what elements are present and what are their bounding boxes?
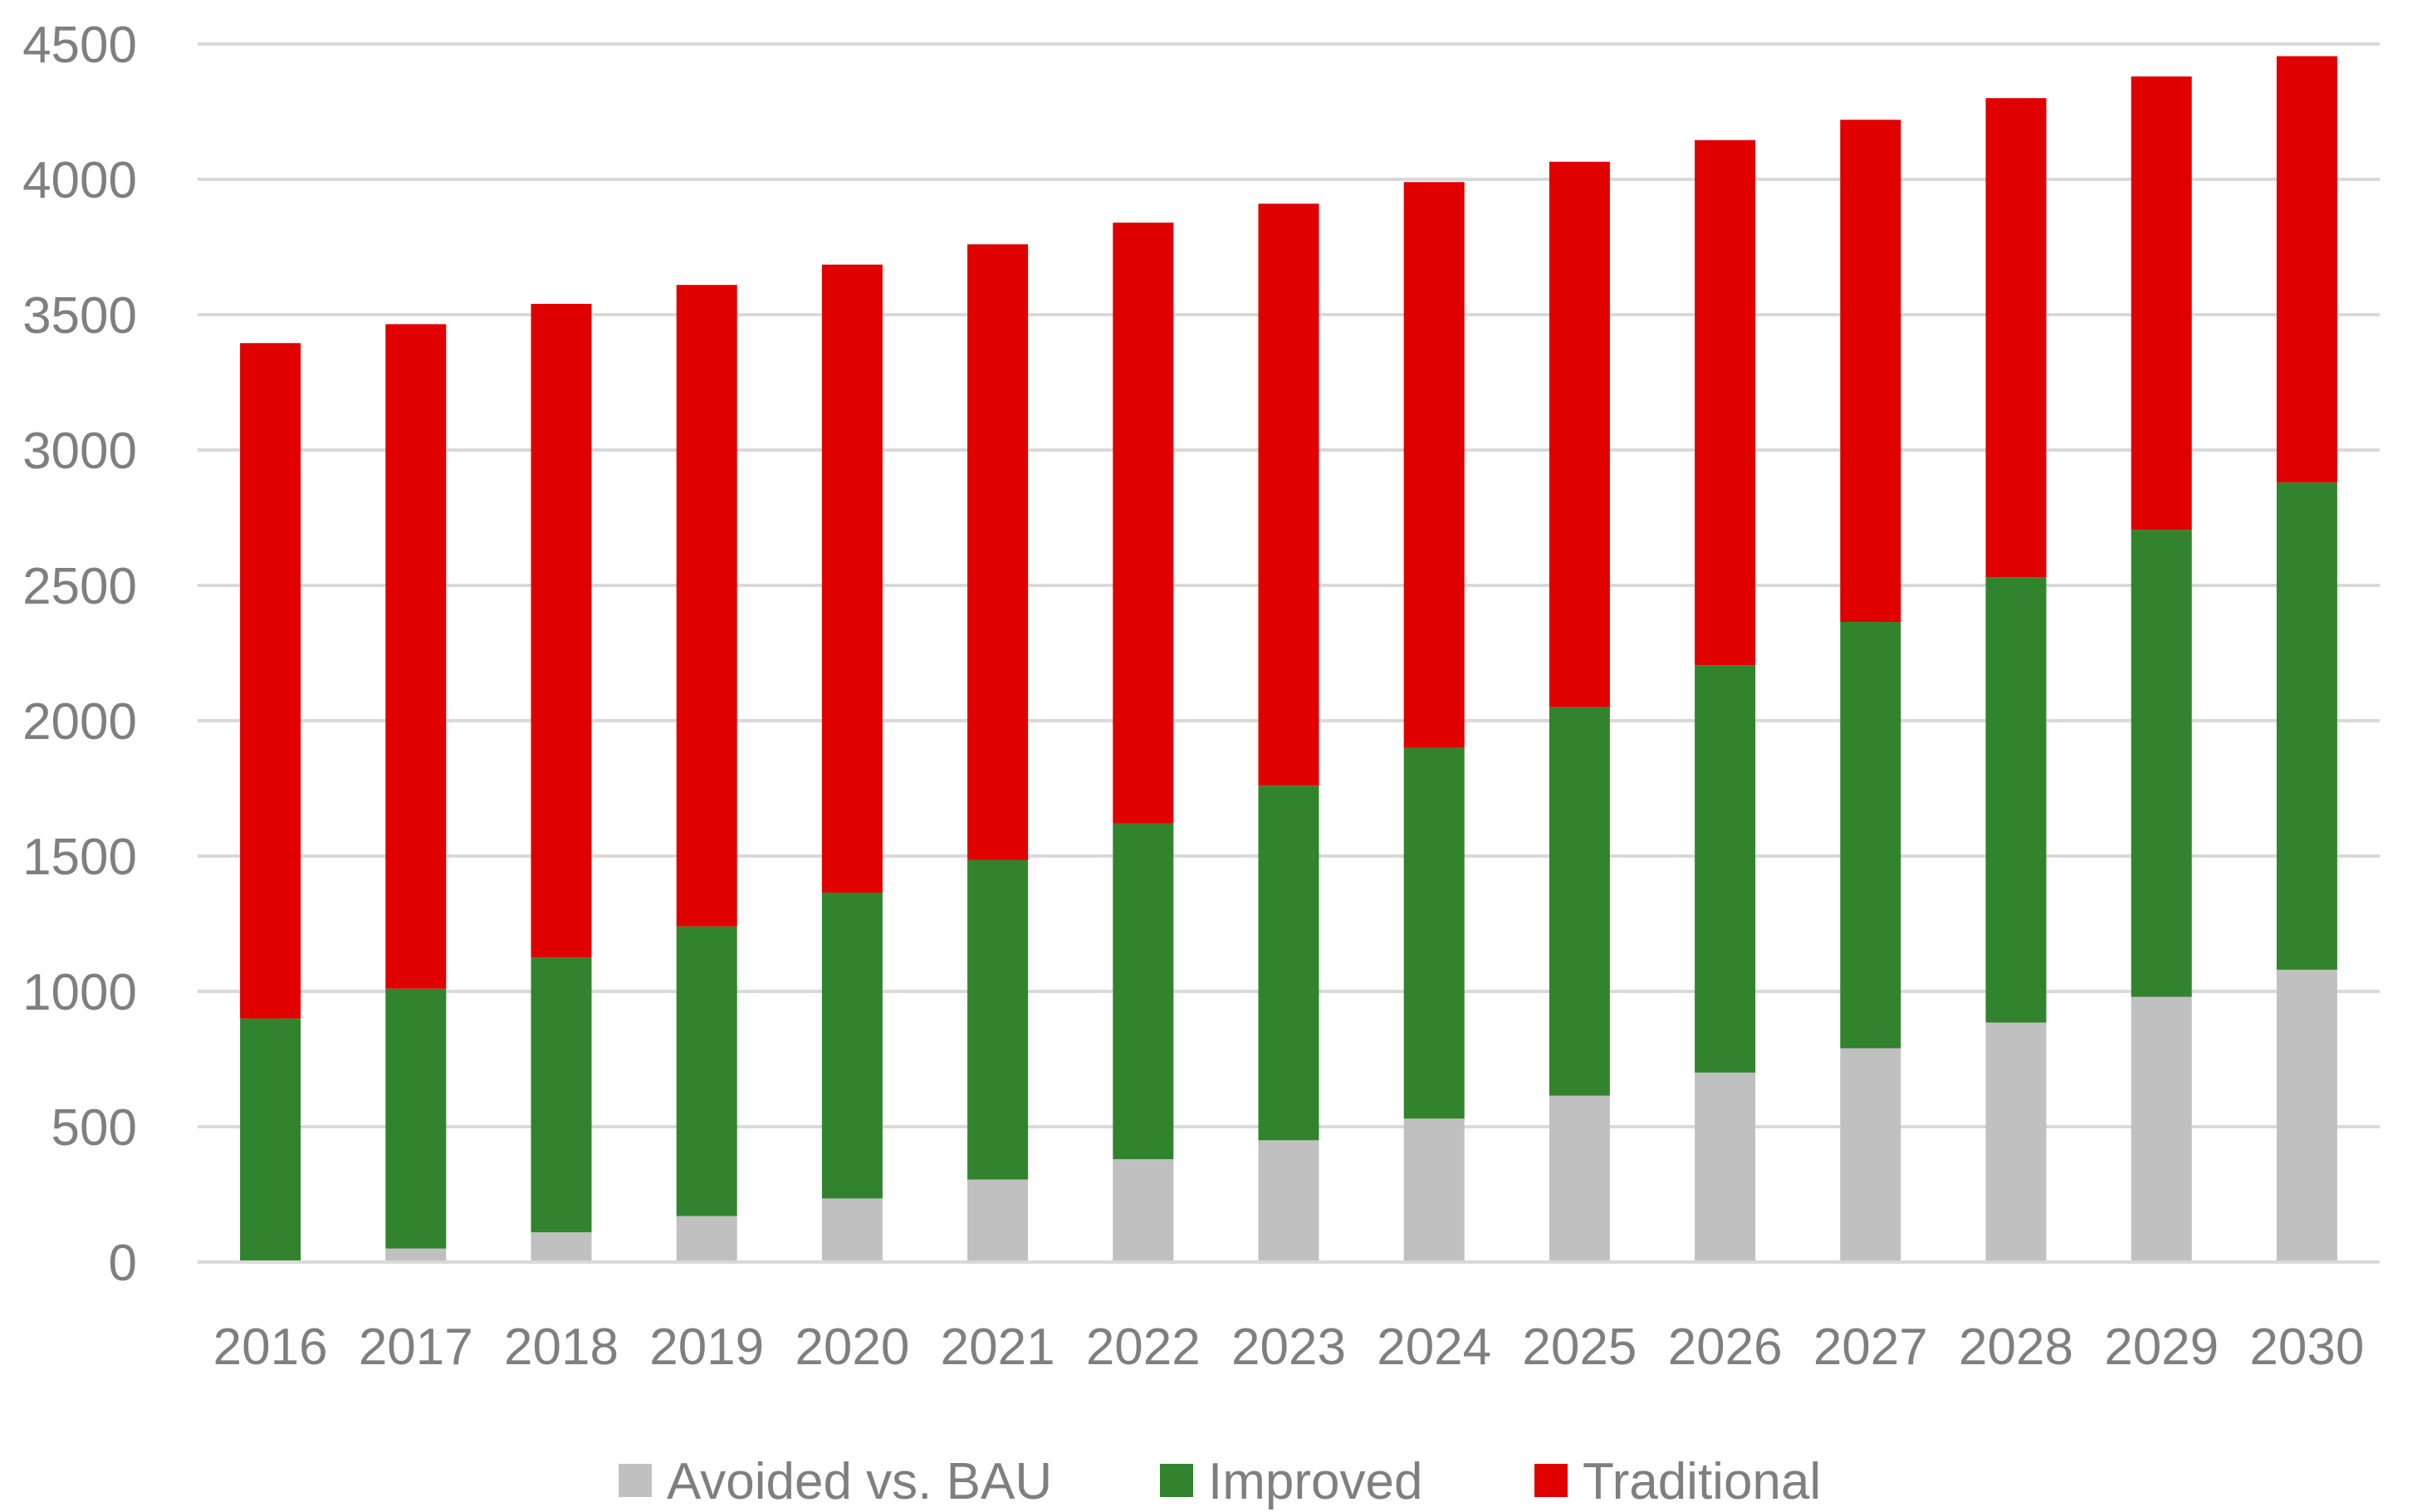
- x-tick-label: 2023: [1231, 1319, 1346, 1376]
- bar-avoided-vs-bau-2029: [2131, 996, 2192, 1262]
- bar-traditional-2019: [676, 285, 737, 927]
- x-tick-label: 2017: [359, 1319, 473, 1376]
- x-tick-label: 2024: [1377, 1319, 1491, 1376]
- x-tick-label: 2021: [941, 1319, 1055, 1376]
- x-tick-label: 2027: [1813, 1319, 1928, 1376]
- x-tick-label: 2018: [504, 1319, 619, 1376]
- bar-traditional-2030: [2276, 56, 2337, 483]
- y-tick-label: 2000: [22, 693, 137, 751]
- bar-improved-2017: [385, 988, 447, 1249]
- bar-traditional-2028: [1985, 98, 2047, 578]
- x-tick-label: 2022: [1086, 1319, 1201, 1376]
- x-tick-label: 2016: [213, 1319, 328, 1376]
- legend-swatch: [619, 1464, 652, 1497]
- bar-traditional-2016: [240, 343, 301, 1019]
- bar-traditional-2018: [531, 303, 592, 958]
- y-tick-label: 500: [51, 1099, 137, 1157]
- bar-traditional-2022: [1113, 223, 1174, 824]
- bar-improved-2023: [1258, 785, 1319, 1141]
- bar-improved-2022: [1113, 823, 1174, 1160]
- bar-avoided-vs-bau-2020: [821, 1198, 883, 1262]
- bar-traditional-2027: [1840, 120, 1901, 623]
- legend-swatch: [1160, 1464, 1193, 1497]
- bar-avoided-vs-bau-2022: [1113, 1159, 1174, 1262]
- legend-label: Avoided vs. BAU: [667, 1453, 1052, 1510]
- x-tick-label: 2025: [1522, 1319, 1637, 1376]
- bar-traditional-2020: [821, 264, 883, 893]
- x-tick-label: 2029: [2104, 1319, 2219, 1376]
- y-axis: 0 500 1000 1500 2000 2500 3000 3500 4000 4500: [22, 17, 137, 1292]
- bar-improved-2027: [1840, 622, 1901, 1049]
- legend-swatch: [1534, 1464, 1568, 1497]
- bar-improved-2025: [1549, 707, 1610, 1096]
- bar-traditional-2017: [385, 324, 447, 989]
- bar-avoided-vs-bau-2028: [1985, 1022, 2047, 1262]
- bar-improved-2020: [821, 893, 883, 1199]
- bar-avoided-vs-bau-2018: [531, 1232, 592, 1262]
- bars: [240, 56, 2337, 1262]
- bar-traditional-2029: [2131, 76, 2192, 531]
- bar-avoided-vs-bau-2017: [385, 1248, 447, 1262]
- bar-traditional-2024: [1403, 182, 1465, 748]
- bar-traditional-2023: [1258, 203, 1319, 786]
- y-tick-label: 1000: [22, 964, 137, 1021]
- bar-avoided-vs-bau-2023: [1258, 1140, 1319, 1262]
- x-tick-label: 2028: [1959, 1319, 2073, 1376]
- bar-improved-2029: [2131, 530, 2192, 997]
- legend: Avoided vs. BAU Improved Traditional: [619, 1453, 1821, 1510]
- x-tick-label: 2030: [2249, 1319, 2364, 1376]
- y-tick-label: 2500: [22, 558, 137, 615]
- bar-avoided-vs-bau-2024: [1403, 1118, 1465, 1262]
- bar-avoided-vs-bau-2021: [967, 1179, 1029, 1262]
- bar-avoided-vs-bau-2025: [1549, 1095, 1610, 1262]
- bar-avoided-vs-bau-2019: [676, 1216, 737, 1262]
- y-tick-label: 4500: [22, 17, 137, 74]
- x-tick-label: 2020: [795, 1319, 909, 1376]
- bar-improved-2019: [676, 926, 737, 1216]
- bar-improved-2016: [240, 1018, 301, 1262]
- bar-traditional-2021: [967, 244, 1029, 860]
- bar-improved-2026: [1695, 665, 1756, 1073]
- bar-improved-2018: [531, 957, 592, 1233]
- y-tick-label: 3500: [22, 287, 137, 345]
- bar-avoided-vs-bau-2030: [2276, 969, 2337, 1262]
- bar-improved-2028: [1985, 577, 2047, 1023]
- x-tick-label: 2019: [649, 1319, 764, 1376]
- legend-label: Improved: [1208, 1453, 1422, 1510]
- bar-traditional-2025: [1549, 161, 1610, 707]
- x-tick-label: 2026: [1668, 1319, 1783, 1376]
- x-axis: 2016 2017 2018 2019 2020 2021 2022 2023 2024 2025…: [213, 1319, 2365, 1376]
- y-tick-label: 3000: [22, 423, 137, 480]
- bar-avoided-vs-bau-2027: [1840, 1048, 1901, 1262]
- y-tick-label: 1500: [22, 829, 137, 886]
- legend-label: Traditional: [1583, 1453, 1821, 1510]
- y-tick-label: 4000: [22, 152, 137, 209]
- bar-improved-2021: [967, 859, 1029, 1180]
- bar-improved-2024: [1403, 747, 1465, 1119]
- bar-traditional-2026: [1695, 139, 1756, 666]
- bar-improved-2030: [2276, 482, 2337, 970]
- bar-avoided-vs-bau-2026: [1695, 1072, 1756, 1262]
- y-tick-label: 0: [109, 1235, 137, 1292]
